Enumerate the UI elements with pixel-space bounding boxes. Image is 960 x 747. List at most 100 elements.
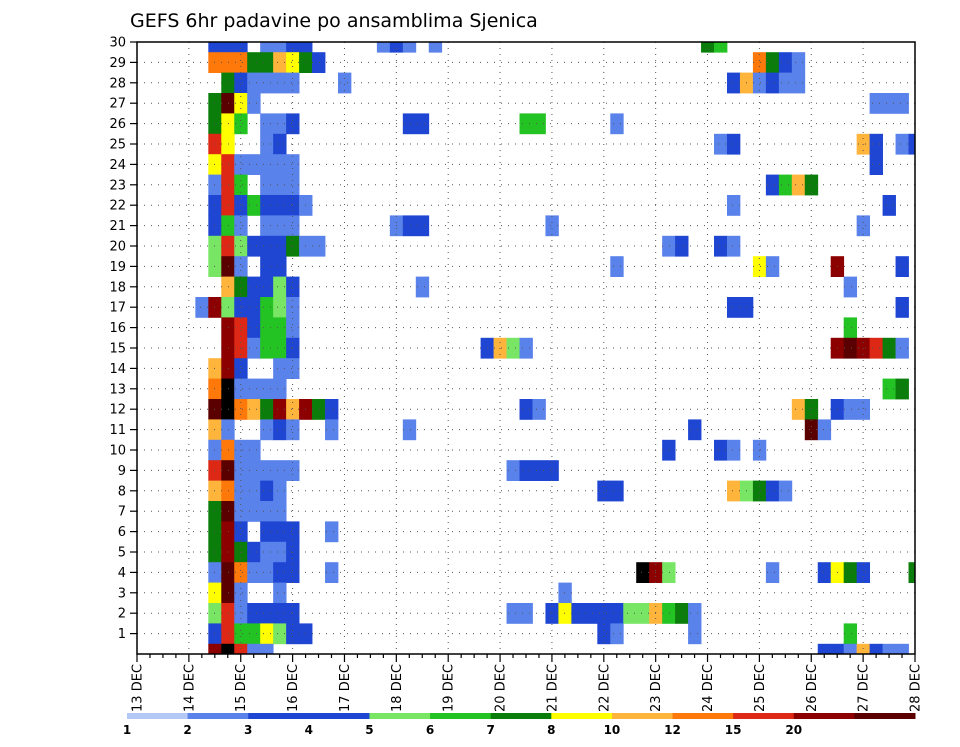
- heat-cell: [221, 399, 235, 420]
- heat-cell: [221, 93, 235, 114]
- heat-cell: [895, 337, 909, 359]
- heat-cell: [260, 174, 274, 196]
- heat-cell: [247, 643, 261, 655]
- heat-cell: [273, 480, 287, 502]
- heat-cell: [273, 337, 287, 359]
- heat-cell: [195, 297, 209, 318]
- heat-cell: [247, 235, 261, 257]
- heat-cell: [260, 42, 274, 53]
- heat-cell: [804, 174, 819, 196]
- heat-cell: [221, 235, 235, 257]
- heat-cell: [869, 337, 883, 359]
- heat-cell: [286, 521, 300, 543]
- heat-cell: [558, 603, 572, 624]
- heat-cell: [247, 541, 261, 563]
- y-tick-label: 28: [109, 76, 126, 91]
- heat-cell: [908, 562, 916, 583]
- heat-cell: [234, 582, 248, 604]
- heat-cell: [662, 603, 676, 624]
- heat-cell: [286, 419, 300, 441]
- heat-cell: [234, 195, 248, 216]
- heat-cell: [791, 72, 806, 94]
- heat-cell: [778, 174, 793, 196]
- heat-cell: [247, 195, 261, 216]
- heat-cell: [260, 603, 274, 624]
- y-tick-label: 13: [109, 382, 126, 397]
- heat-cell: [752, 256, 767, 277]
- heat-cell: [791, 399, 806, 420]
- heat-cell: [273, 582, 287, 604]
- y-tick-label: 9: [118, 464, 126, 479]
- heat-cell: [752, 72, 767, 94]
- heat-cell: [247, 460, 261, 481]
- colorbar-label: 20: [785, 723, 802, 737]
- heat-cell: [286, 603, 300, 624]
- y-tick-label: 17: [109, 301, 126, 316]
- heat-cell: [752, 52, 767, 73]
- heat-cell: [843, 276, 858, 298]
- y-tick-label: 4: [118, 566, 126, 581]
- heat-cell: [804, 399, 819, 420]
- heat-cell: [519, 460, 533, 481]
- heat-cell: [519, 603, 533, 624]
- y-tick-label: 5: [118, 546, 126, 561]
- y-tick-label: 27: [109, 97, 126, 112]
- heat-cell: [532, 460, 546, 481]
- heat-cell: [273, 174, 287, 196]
- heat-cell: [286, 317, 300, 339]
- heat-cell: [882, 643, 896, 655]
- y-tick-label: 6: [118, 525, 126, 540]
- heat-cell: [506, 603, 520, 624]
- heat-cell: [221, 317, 235, 339]
- heat-cell: [714, 42, 728, 53]
- heat-cell: [778, 72, 793, 94]
- heat-cell: [273, 154, 287, 175]
- y-tick-label: 8: [118, 484, 126, 499]
- heat-cell: [247, 378, 261, 400]
- colorbar-label: 15: [725, 723, 742, 737]
- heat-cell: [221, 195, 235, 216]
- heat-cell: [221, 582, 235, 604]
- colorbar-swatch: [369, 713, 431, 719]
- heat-cell: [908, 133, 916, 155]
- colorbar-label: 7: [487, 723, 495, 737]
- heat-cell: [843, 399, 858, 420]
- heat-cell: [778, 480, 793, 502]
- heat-cell: [662, 235, 676, 257]
- heat-cell: [286, 72, 300, 94]
- colorbar-swatch: [430, 713, 492, 719]
- heat-cell: [234, 460, 248, 481]
- heat-cell: [247, 562, 261, 583]
- heat-cell: [402, 42, 417, 53]
- colorbar-label: 2: [183, 723, 191, 737]
- heat-cell: [415, 113, 430, 135]
- heat-cell: [260, 72, 274, 94]
- heat-cell: [234, 643, 248, 655]
- x-tick-label: 24 DEC: [701, 664, 716, 712]
- x-tick-label: 21 DEC: [545, 664, 560, 712]
- heat-cell: [273, 399, 287, 420]
- heat-cell: [856, 643, 871, 655]
- y-tick-label: 14: [109, 362, 126, 377]
- heat-cell: [260, 215, 274, 237]
- heat-cell: [260, 480, 274, 502]
- y-tick-label: 29: [109, 56, 126, 71]
- heat-cell: [882, 337, 896, 359]
- colorbar-swatch: [490, 713, 552, 719]
- heat-cell: [260, 52, 274, 73]
- heat-cell: [765, 562, 780, 583]
- heat-cell: [260, 154, 274, 175]
- y-tick-label: 15: [109, 342, 126, 357]
- heat-cell: [273, 276, 287, 298]
- heat-cell: [247, 93, 261, 114]
- heat-cell: [273, 317, 287, 339]
- heat-cell: [714, 439, 728, 461]
- heat-cell: [286, 399, 300, 420]
- heat-cell: [506, 337, 520, 359]
- y-tick-label: 11: [109, 423, 126, 438]
- heat-cell: [273, 42, 287, 53]
- heat-cell: [247, 317, 261, 339]
- heat-cell: [247, 276, 261, 298]
- x-tick-label: 18 DEC: [390, 664, 405, 712]
- colorbar-label: 3: [244, 723, 252, 737]
